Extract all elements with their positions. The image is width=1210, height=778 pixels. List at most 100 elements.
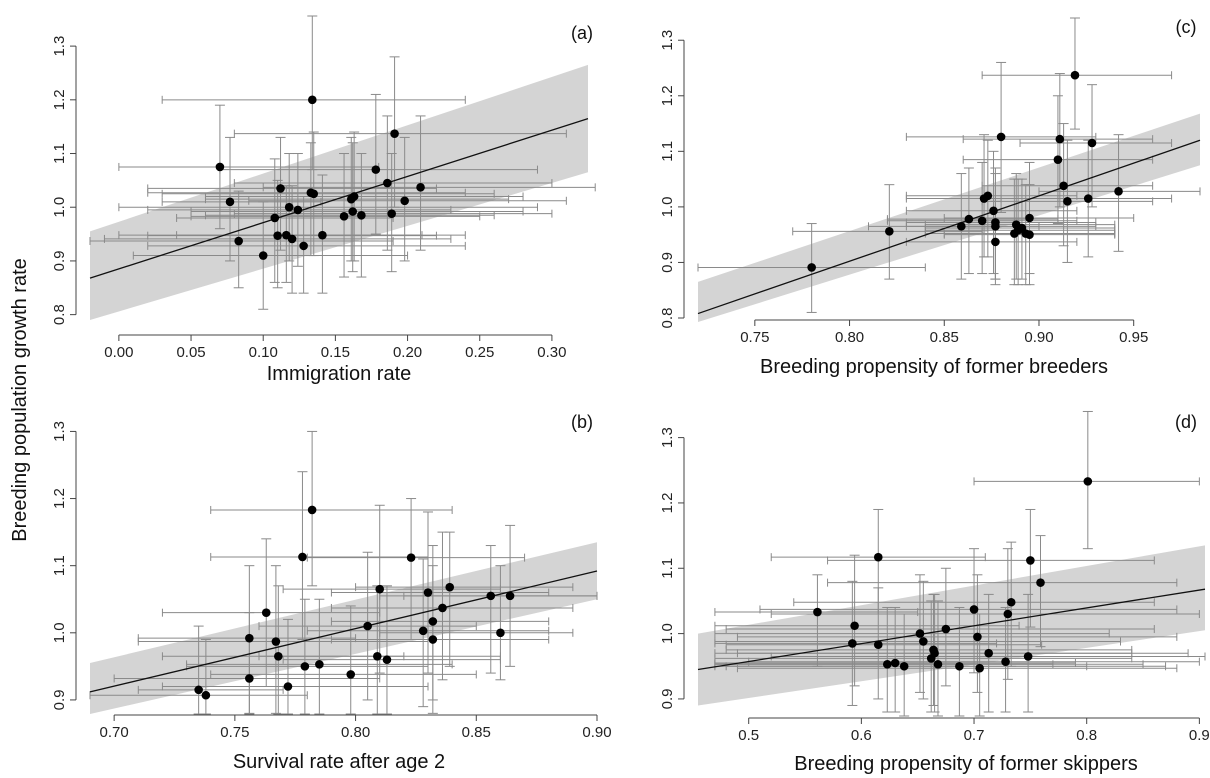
- y-tick-label: 1.0: [659, 623, 676, 644]
- x-tick-label: 0.20: [393, 344, 422, 361]
- shared-y-axis-label: Breeding population growth rate: [9, 258, 31, 542]
- data-point: [955, 661, 964, 671]
- y-tick-label: 1.1: [51, 143, 68, 164]
- data-point: [423, 588, 433, 597]
- x-tick-label: 0.00: [104, 344, 133, 361]
- data-point: [969, 605, 979, 614]
- data-point: [400, 196, 409, 206]
- data-point: [387, 209, 396, 218]
- panel-d-x-axis-label: Breeding propensity of former skippers: [794, 753, 1138, 775]
- data-point: [890, 658, 900, 668]
- data-point: [194, 685, 203, 695]
- data-point: [245, 633, 254, 643]
- data-point: [245, 674, 254, 683]
- y-tick-label: 0.9: [51, 690, 68, 711]
- data-point: [445, 582, 455, 592]
- x-tick-label: 0.5: [738, 727, 759, 744]
- y-tick-label: 1.0: [51, 622, 68, 643]
- data-point: [201, 690, 211, 700]
- x-tick-label: 0.70: [100, 724, 129, 741]
- data-point: [882, 660, 892, 669]
- y-tick-label: 0.9: [659, 252, 676, 273]
- data-point: [428, 617, 438, 626]
- data-point: [307, 95, 317, 105]
- data-point: [984, 648, 993, 658]
- data-point: [957, 222, 966, 231]
- x-tick-label: 0.05: [176, 344, 205, 361]
- data-point: [438, 603, 447, 613]
- data-point: [1087, 138, 1097, 148]
- y-tick-label: 1.0: [659, 196, 676, 217]
- data-point: [1025, 230, 1034, 239]
- data-point: [1059, 181, 1068, 191]
- panel-a-tag: (a): [571, 23, 593, 43]
- data-point: [261, 608, 271, 617]
- data-point: [1025, 213, 1034, 223]
- data-point: [505, 591, 515, 601]
- panel-c-x-axis-label: Breeding propensity of former breeders: [760, 356, 1108, 378]
- data-point: [383, 178, 392, 188]
- data-point: [996, 132, 1006, 142]
- y-tick-label: 1.3: [51, 421, 68, 442]
- data-point: [274, 651, 283, 661]
- x-tick-label: 0.75: [740, 329, 769, 346]
- x-tick-label: 0.95: [1119, 329, 1148, 346]
- x-tick-label: 0.80: [835, 329, 864, 346]
- y-tick-label: 1.1: [659, 558, 676, 579]
- data-point: [373, 651, 382, 661]
- y-tick-label: 1.2: [659, 493, 676, 514]
- x-tick-label: 0.7: [964, 727, 985, 744]
- data-point: [418, 626, 428, 636]
- data-point: [1053, 155, 1063, 164]
- data-point: [813, 607, 822, 617]
- regression-line: [89, 117, 589, 279]
- data-point: [496, 628, 505, 638]
- data-point: [293, 205, 303, 215]
- y-tick-label: 1.1: [659, 141, 676, 162]
- data-point: [915, 629, 925, 638]
- panel-d: Breeding propensity of former skippers (…: [659, 410, 1210, 775]
- data-point: [339, 212, 349, 221]
- data-point: [363, 621, 372, 631]
- regression-line: [89, 570, 598, 693]
- panel-c-tag: (c): [1176, 17, 1197, 37]
- data-point: [1114, 187, 1123, 196]
- data-point: [357, 210, 366, 220]
- data-point: [382, 655, 392, 664]
- y-tick-label: 0.9: [659, 689, 676, 710]
- data-point: [930, 648, 939, 658]
- regression-line: [697, 588, 1206, 671]
- data-point: [406, 553, 416, 562]
- panel-b-x-axis-label: Survival rate after age 2: [233, 751, 445, 773]
- data-point: [933, 660, 943, 669]
- x-tick-label: 0.10: [249, 344, 278, 361]
- data-point: [309, 189, 319, 199]
- y-tick-label: 0.9: [51, 250, 68, 271]
- data-point: [1001, 657, 1010, 666]
- data-point: [225, 197, 235, 207]
- confidence-band: [90, 542, 597, 714]
- x-tick-label: 0.25: [465, 344, 494, 361]
- data-point: [416, 183, 425, 192]
- data-point: [1083, 477, 1093, 486]
- data-point: [977, 216, 987, 226]
- data-point: [873, 552, 883, 562]
- x-tick-label: 0.85: [930, 329, 959, 346]
- data-point: [1026, 556, 1035, 565]
- y-tick-label: 1.2: [51, 488, 68, 509]
- x-tick-label: 0.30: [537, 344, 566, 361]
- data-point: [349, 192, 359, 201]
- data-point: [348, 207, 358, 216]
- data-point: [1023, 652, 1033, 661]
- data-point: [873, 640, 883, 650]
- data-point: [850, 621, 859, 631]
- data-point: [273, 231, 282, 240]
- data-point: [298, 552, 307, 562]
- data-point: [300, 662, 310, 671]
- x-tick-label: 0.6: [851, 727, 872, 744]
- data-point: [283, 682, 293, 691]
- data-point: [390, 129, 399, 138]
- data-point: [1003, 609, 1013, 619]
- data-point: [375, 584, 385, 594]
- data-point: [983, 191, 993, 201]
